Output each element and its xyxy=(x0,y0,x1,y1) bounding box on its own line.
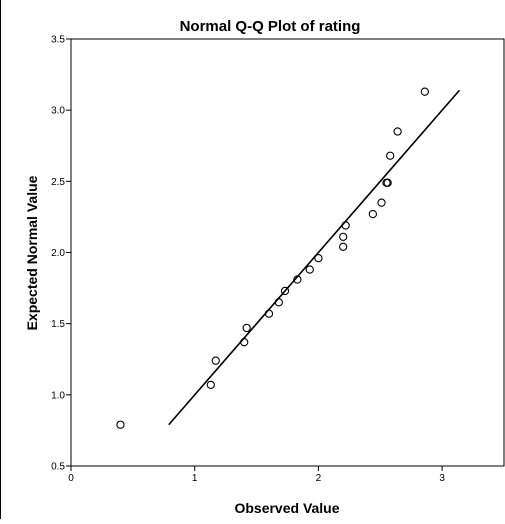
data-points xyxy=(116,87,429,429)
y-tick-label: 1.0 xyxy=(51,390,65,401)
data-point xyxy=(206,380,215,390)
x-tick-label: 2 xyxy=(316,473,322,484)
y-tick-label: 1.5 xyxy=(51,319,65,330)
data-point xyxy=(341,221,350,230)
data-point xyxy=(293,275,302,284)
data-point xyxy=(368,209,378,219)
data-point xyxy=(314,254,323,263)
x-tick-label: 1 xyxy=(192,473,198,484)
data-point xyxy=(305,265,314,274)
y-tick-label: 2.5 xyxy=(51,177,65,188)
data-point xyxy=(116,420,125,429)
x-axis-ticks: 0 1 2 3 xyxy=(68,466,445,484)
data-point xyxy=(280,286,290,296)
data-point xyxy=(240,338,249,347)
y-axis-label: Expected Normal Value xyxy=(24,175,40,330)
y-tick-label: 3.5 xyxy=(51,35,65,46)
y-tick-label: 2.0 xyxy=(51,248,65,259)
x-tick-label: 0 xyxy=(68,473,74,484)
data-point xyxy=(377,198,386,207)
data-point xyxy=(242,323,251,333)
data-point xyxy=(420,87,429,96)
data-point xyxy=(274,298,283,307)
chart-title: Normal Q-Q Plot of rating xyxy=(180,18,361,35)
y-axis-ticks: 0.5 1.0 1.5 2.0 2.5 3.0 3.5 xyxy=(51,35,71,473)
reference-line xyxy=(168,89,461,426)
data-point xyxy=(383,178,392,187)
y-tick-label: 3.0 xyxy=(51,106,65,117)
data-point xyxy=(264,309,274,318)
data-point xyxy=(393,127,402,136)
x-tick-label: 3 xyxy=(439,473,445,484)
data-point xyxy=(211,356,220,365)
plot-area-frame xyxy=(70,38,505,467)
data-point xyxy=(339,232,348,241)
x-axis-label: Observed Value xyxy=(234,500,339,516)
y-tick-label: 0.5 xyxy=(51,462,65,473)
data-point xyxy=(339,242,348,251)
data-point xyxy=(386,151,395,160)
